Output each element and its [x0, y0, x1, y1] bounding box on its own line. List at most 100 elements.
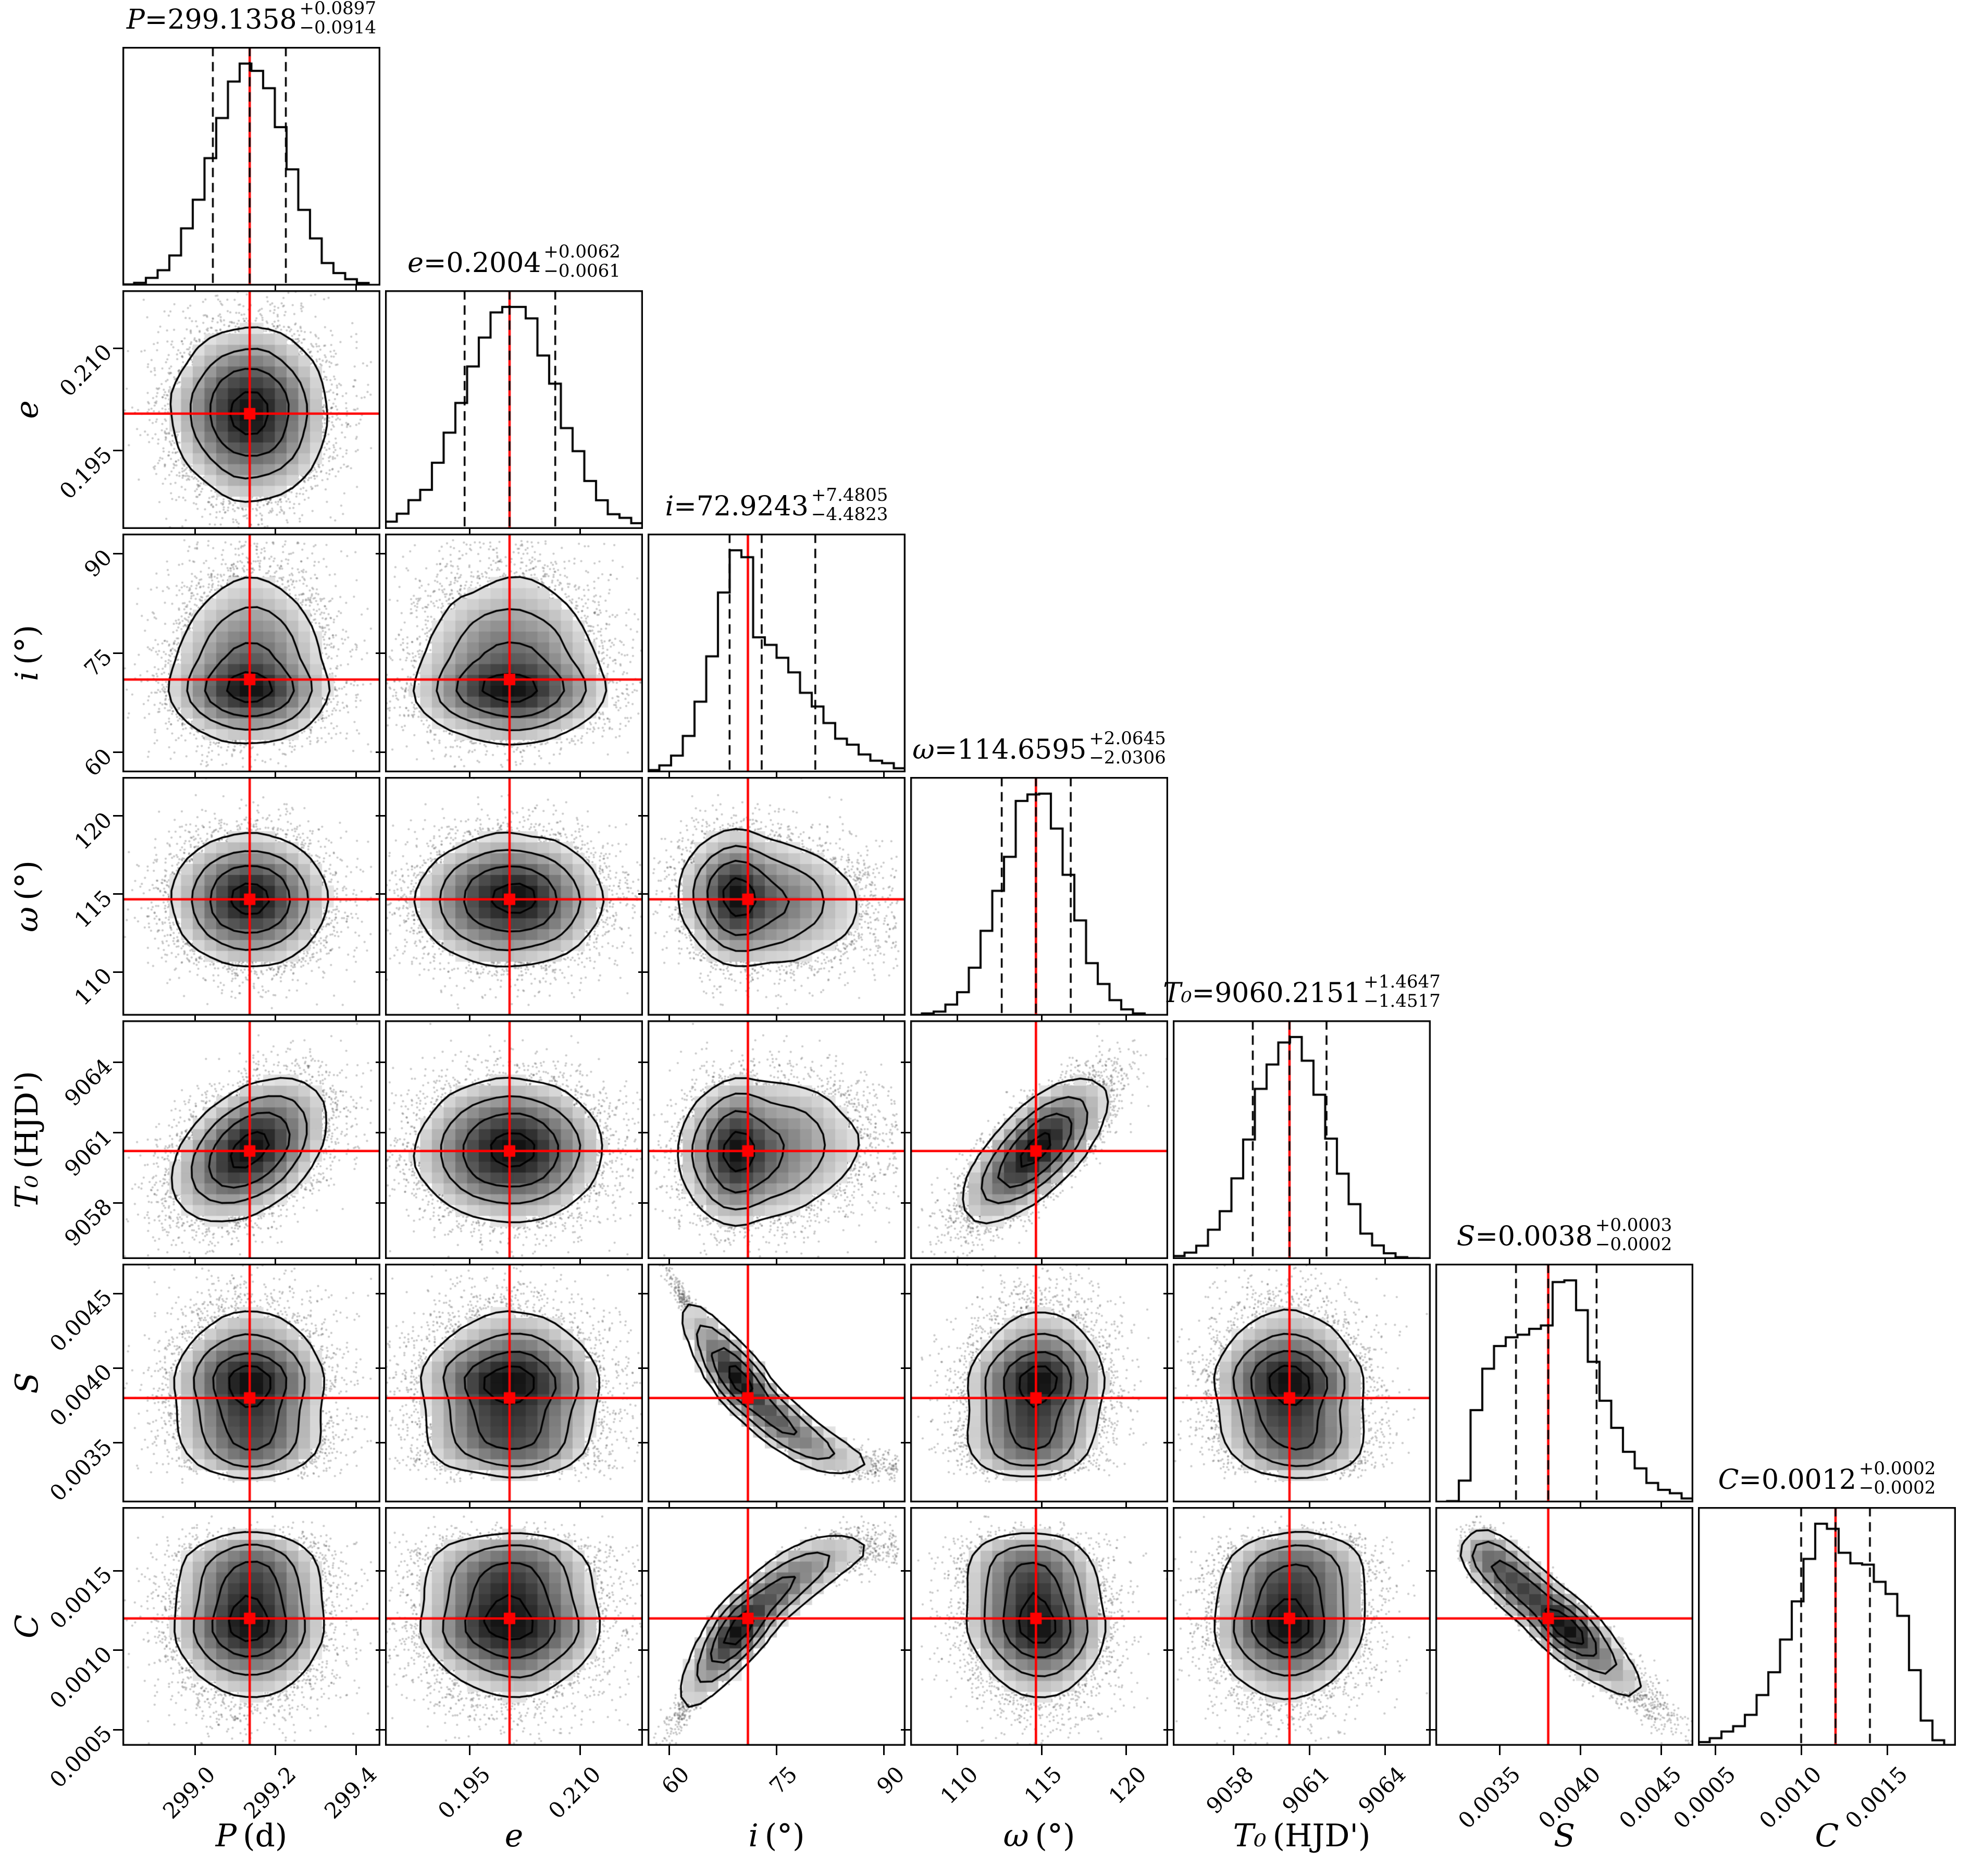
y-tick-label-e: 0.210 — [54, 339, 117, 402]
scatter-canvas-S-i — [648, 1264, 906, 1502]
x-axis-title-S: S — [1554, 1818, 1575, 1854]
tick-mark — [376, 1132, 385, 1134]
panel-S-vs-P — [122, 1264, 380, 1502]
tick-mark — [113, 1442, 122, 1443]
hist-panel-omega — [910, 777, 1168, 1016]
x-axis-symbol: C — [1815, 1818, 1839, 1854]
x-axis-title-T0: T₀ (HJD') — [1233, 1818, 1371, 1854]
y-tick-label-omega: 110 — [69, 962, 117, 1011]
tick-mark — [901, 1442, 910, 1443]
tick-mark — [113, 1729, 122, 1731]
tick-mark — [1308, 1746, 1310, 1755]
tick-mark — [901, 1729, 910, 1731]
tick-mark — [638, 1062, 648, 1064]
param-title-eq: = — [1192, 978, 1215, 1009]
y-tick-label-T0: 9061 — [59, 1124, 117, 1181]
tick-mark — [376, 1729, 385, 1731]
tick-mark — [901, 1062, 910, 1064]
param-title-value: 72.9243 — [696, 491, 809, 522]
x-tick-label-T0: 9058 — [1201, 1761, 1259, 1819]
tick-mark — [901, 1132, 910, 1134]
hist-panel-T0 — [1173, 1020, 1431, 1259]
x-tick-label-S: 0.0035 — [1453, 1761, 1526, 1834]
error-minus: −4.4823 — [811, 504, 888, 525]
y-axis-title-omega: ω (°) — [9, 860, 45, 932]
tick-mark — [638, 1649, 648, 1651]
tick-mark — [1163, 1367, 1173, 1369]
tick-mark — [1660, 1746, 1662, 1755]
y-tick-label-T0: 9058 — [59, 1193, 117, 1252]
tick-mark — [1040, 1746, 1043, 1755]
y-tick-label-omega: 120 — [69, 807, 117, 855]
scatter-canvas-i-e — [385, 534, 643, 772]
x-axis-title-i: i (°) — [748, 1818, 804, 1854]
tick-mark — [376, 1649, 385, 1651]
tick-mark — [113, 1062, 122, 1064]
param-title-S: S = 0.0038 +0.0003 −0.0002 — [1457, 1209, 1672, 1264]
param-title-symbol: S — [1456, 1221, 1476, 1252]
x-tick-label-i: 60 — [656, 1761, 695, 1799]
tick-mark — [638, 1202, 648, 1204]
tick-mark — [194, 1746, 196, 1755]
tick-mark — [376, 1570, 385, 1572]
tick-mark — [668, 1746, 670, 1755]
tick-mark — [113, 971, 122, 973]
y-axis-title-T0: T₀ (HJD') — [9, 1071, 45, 1208]
y-axis-symbol: T₀ — [9, 1175, 45, 1208]
scatter-canvas-omega-P — [122, 777, 380, 1016]
panel-C-vs-omega — [910, 1507, 1168, 1746]
scatter-canvas-C-i — [648, 1507, 906, 1746]
tick-mark — [1886, 1746, 1888, 1755]
tick-mark — [376, 1292, 385, 1294]
scatter-canvas-C-T0 — [1173, 1507, 1431, 1746]
tick-mark — [1163, 1442, 1173, 1443]
y-axis-symbol: ω — [9, 906, 45, 932]
tick-mark — [376, 751, 385, 754]
error-minus: −0.0002 — [1858, 1477, 1936, 1498]
panel-C-vs-S — [1435, 1507, 1693, 1746]
param-title-eq: = — [1475, 1221, 1498, 1252]
x-axis-title-C: C — [1815, 1818, 1839, 1854]
param-title-symbol: e — [407, 248, 424, 279]
y-tick-label-i: 90 — [79, 544, 117, 583]
param-title-errors: +0.0062 −0.0061 — [543, 242, 620, 280]
y-axis-symbol: i — [9, 671, 45, 682]
tick-mark — [376, 971, 385, 973]
panel-omega-vs-P — [122, 777, 380, 1016]
tick-mark — [1499, 1746, 1501, 1755]
error-plus: +0.0897 — [299, 0, 377, 19]
x-axis-symbol: i — [748, 1818, 759, 1854]
tick-mark — [1800, 1746, 1802, 1755]
x-axis-unit: (°) — [764, 1818, 805, 1854]
param-title-value: 114.6595 — [957, 734, 1087, 766]
param-title-value: 0.0012 — [1761, 1464, 1856, 1496]
tick-mark — [113, 347, 122, 349]
param-title-omega: ω = 114.6595 +2.0645 −2.0306 — [912, 723, 1166, 777]
x-tick-label-P: 299.2 — [238, 1761, 301, 1824]
tick-mark — [376, 893, 385, 895]
tick-mark — [376, 1202, 385, 1204]
scatter-canvas-T0-omega — [910, 1020, 1168, 1259]
tick-mark — [638, 1442, 648, 1443]
error-plus: +1.4647 — [1363, 971, 1441, 993]
y-axis-unit: (°) — [9, 624, 45, 665]
param-title-e: e = 0.2004 +0.0062 −0.0061 — [407, 236, 621, 290]
tick-mark — [901, 1367, 910, 1369]
panel-C-vs-P — [122, 1507, 380, 1746]
panel-S-vs-T0 — [1173, 1264, 1431, 1502]
tick-mark — [1714, 1746, 1716, 1755]
tick-mark — [957, 1746, 959, 1755]
hist-panel-C — [1698, 1507, 1956, 1746]
panel-i-vs-e — [385, 534, 643, 772]
x-axis-unit: (°) — [1035, 1818, 1075, 1854]
hist-panel-i — [648, 534, 906, 772]
panel-e-vs-P — [122, 290, 380, 529]
x-axis-unit: (d) — [243, 1818, 288, 1854]
tick-mark — [638, 1729, 648, 1731]
tick-mark — [1125, 1746, 1127, 1755]
tick-mark — [901, 1570, 910, 1572]
x-axis-title-e: e — [505, 1818, 524, 1854]
scatter-canvas-omega-e — [385, 777, 643, 1016]
error-minus: −1.4517 — [1363, 991, 1441, 1011]
x-tick-label-P: 299.4 — [319, 1761, 382, 1824]
